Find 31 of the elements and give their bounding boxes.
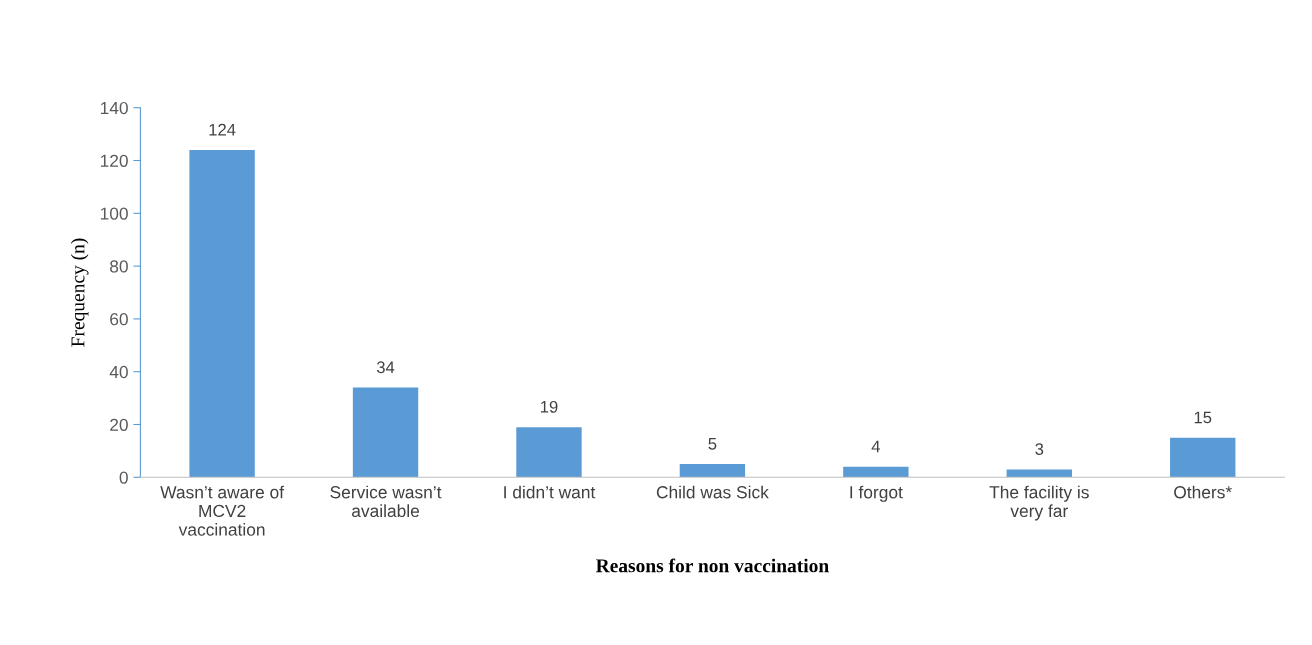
- x-tick-label: Child was Sick: [656, 485, 769, 499]
- y-tick-label: 40: [109, 365, 128, 379]
- x-tick-label: Wasn’t aware of MCV2 vaccination: [160, 485, 285, 536]
- y-tick-label: 60: [110, 313, 128, 326]
- data-label: 4: [871, 440, 880, 453]
- x-tick-label: Others*: [1174, 485, 1232, 499]
- y-tick-label: 100: [100, 207, 128, 220]
- x-tick-label: Service wasn’t available: [330, 485, 442, 518]
- bar: [1006, 469, 1072, 478]
- bar: [352, 387, 419, 478]
- data-label: 124: [209, 123, 236, 136]
- y-tick-label: 0: [119, 471, 128, 484]
- y-tick-label: 20: [110, 418, 128, 431]
- x-tick-label: I forgot: [850, 485, 903, 502]
- x-tick-label: The facility is very far: [989, 485, 1089, 521]
- data-label: 19: [540, 400, 558, 413]
- x-tick-label: I didn’t want: [504, 485, 596, 499]
- bar: [516, 427, 582, 478]
- data-label: 3: [1035, 443, 1044, 455]
- y-tick-label: 120: [100, 154, 128, 167]
- bar: [679, 464, 746, 478]
- x-axis-title: Reasons for non vaccination: [595, 558, 829, 573]
- data-label: 5: [708, 438, 717, 450]
- y-axis-title: Frequency (n): [70, 238, 89, 347]
- data-label: 15: [1194, 411, 1212, 424]
- bar: [189, 149, 255, 478]
- y-tick-label: 80: [110, 260, 128, 273]
- y-tick-label: 140: [100, 101, 128, 115]
- data-label: 34: [376, 361, 395, 374]
- bar: [1170, 437, 1236, 478]
- bar: [843, 466, 909, 478]
